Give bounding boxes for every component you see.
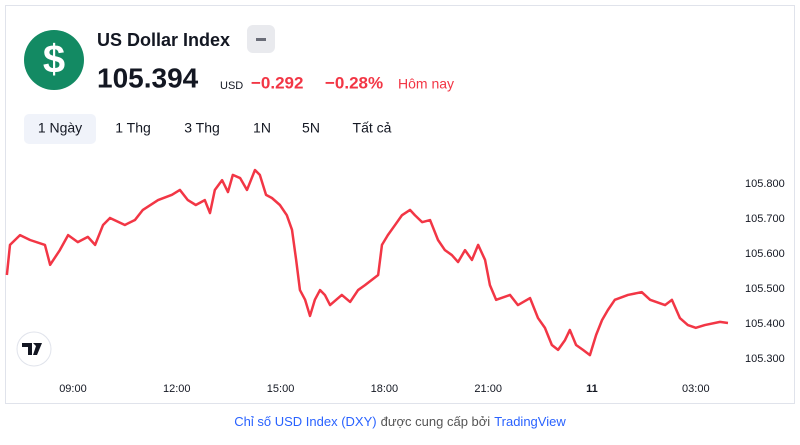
footer-brand[interactable]: TradingView [494,414,566,429]
x-tick-label: 09:00 [59,383,87,395]
tab[interactable]: 1 Ngày [38,120,82,136]
logo-text: $ [43,38,65,82]
x-tick-label: 11 [586,383,598,395]
footer-text: được cung cấp bởi [380,414,491,429]
price: 105.394 [97,62,199,93]
y-tick-label: 105.300 [745,353,785,365]
plot: 105.800 105.700 105.600 105.500 105.400 105.3… [5,168,785,395]
tv-logo [16,331,52,367]
price-line [5,168,729,357]
tabs: 1 Ngày 1 Thg 3 Thg 1N 5N Tất cả [24,114,392,144]
y-tick-label: 105.600 [745,248,785,260]
badge-icon [256,38,266,41]
y-tick-label: 105.400 [745,318,785,330]
tab[interactable]: 1N [253,120,271,136]
y-tick-label: 105.700 [745,213,785,225]
widget-border [5,5,795,404]
tv-logo-bg [16,331,52,367]
widget: $ US Dollar Index 105.394 USD −0.292 −0.… [5,5,795,404]
tv-logo-mark [22,343,42,355]
tab[interactable]: 1 Thg [115,120,151,136]
change: −0.292 [251,73,303,92]
tab[interactable]: Tất cả [353,120,392,136]
change-percent: −0.28% [325,73,383,92]
tab[interactable]: 3 Thg [184,120,220,136]
x-tick-label: 15:00 [267,383,295,395]
period: Hôm nay [398,76,454,92]
footer-link[interactable]: Chỉ số USD Index (DXY) [234,414,377,429]
x-tick-label: 18:00 [371,383,399,395]
tab[interactable]: 5N [302,120,320,136]
y-tick-label: 105.500 [745,283,785,295]
y-tick-label: 105.800 [745,178,785,190]
x-tick-label: 21:00 [474,383,502,395]
x-tick-label: 03:00 [682,383,710,395]
x-tick-label: 12:00 [163,383,191,395]
footer: Chỉ số USD Index (DXY) được cung cấp bởi T… [0,414,800,429]
symbol-logo [24,30,84,90]
currency: USD [220,80,243,92]
symbol-title: US Dollar Index [97,30,230,50]
tab-active-bg [24,114,96,144]
